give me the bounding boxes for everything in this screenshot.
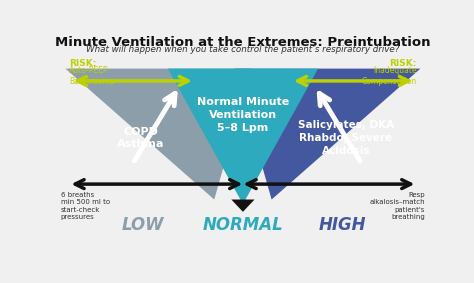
Polygon shape (235, 68, 420, 200)
Polygon shape (231, 200, 255, 212)
Text: Normal Minute
Ventilation
5–8 Lpm: Normal Minute Ventilation 5–8 Lpm (197, 97, 289, 133)
Text: 6 breaths
min 500 ml to
start-check
pressures: 6 breaths min 500 ml to start-check pres… (61, 192, 110, 220)
Text: Minute Ventilation at the Extremes: Preintubation: Minute Ventilation at the Extremes: Prei… (55, 35, 431, 48)
Text: Salicylates, DKA
Rhabdo, Severe
Acidosis: Salicylates, DKA Rhabdo, Severe Acidosis (298, 120, 394, 156)
Text: What will happen when you take control the patient’s respiratory drive?: What will happen when you take control t… (86, 45, 400, 54)
Text: Resp
alkalosis–match
patient's
breathing: Resp alkalosis–match patient's breathing (369, 192, 425, 220)
Text: NORMAL: NORMAL (202, 216, 283, 234)
Text: Auto-PEEP
Barotrauma: Auto-PEEP Barotrauma (69, 66, 115, 86)
Text: COPD
Asthma: COPD Asthma (117, 127, 164, 149)
Text: HIGH: HIGH (319, 216, 367, 234)
Polygon shape (168, 68, 318, 204)
Polygon shape (65, 68, 251, 200)
Text: LOW: LOW (122, 216, 164, 234)
Text: RISK:: RISK: (389, 59, 417, 68)
Text: RISK:: RISK: (69, 59, 97, 68)
Text: Inadequate
Compensation: Inadequate Compensation (361, 66, 417, 86)
